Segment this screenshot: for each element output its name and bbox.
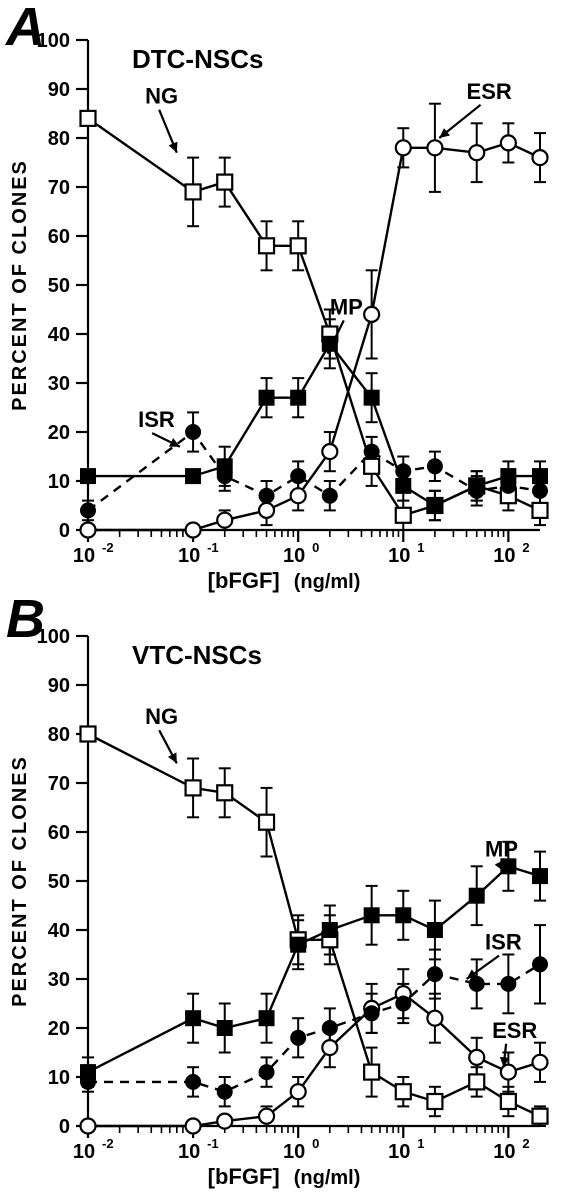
series-label-ng: NG <box>145 704 178 729</box>
svg-text:0: 0 <box>312 540 319 555</box>
series-label-isr: ISR <box>485 930 522 955</box>
svg-text:30: 30 <box>48 969 70 991</box>
svg-text:80: 80 <box>48 724 70 746</box>
svg-text:10: 10 <box>48 1067 70 1089</box>
svg-text:10: 10 <box>493 1141 515 1163</box>
svg-text:60: 60 <box>48 822 70 844</box>
panel-title: VTC-NSCs <box>132 640 262 670</box>
svg-text:70: 70 <box>48 773 70 795</box>
figure-svg: 010203040506070809010010-210-1100101102P… <box>0 0 563 1199</box>
svg-text:10: 10 <box>283 545 305 567</box>
series-label-ng: NG <box>145 84 178 109</box>
svg-text:2: 2 <box>522 1136 529 1151</box>
series-label-mp: MP <box>485 837 518 862</box>
svg-text:20: 20 <box>48 422 70 444</box>
svg-text:0: 0 <box>312 1136 319 1151</box>
series-label-mp: MP <box>330 294 363 319</box>
svg-text:10: 10 <box>388 1141 410 1163</box>
svg-text:10: 10 <box>283 1141 305 1163</box>
x-axis-label: [bFGF](ng/ml) <box>208 1164 361 1189</box>
panel-panelB: 010203040506070809010010-210-1100101102P… <box>9 626 548 1189</box>
svg-text:80: 80 <box>48 128 70 150</box>
svg-text:10: 10 <box>178 545 200 567</box>
svg-text:50: 50 <box>48 871 70 893</box>
svg-text:10: 10 <box>73 1141 95 1163</box>
svg-text:1: 1 <box>417 540 424 555</box>
svg-text:0: 0 <box>59 1116 70 1138</box>
panel-title: DTC-NSCs <box>132 44 263 74</box>
svg-text:90: 90 <box>48 675 70 697</box>
svg-text:20: 20 <box>48 1018 70 1040</box>
svg-text:10: 10 <box>48 471 70 493</box>
svg-text:10: 10 <box>493 545 515 567</box>
svg-text:40: 40 <box>48 920 70 942</box>
svg-text:1: 1 <box>417 1136 424 1151</box>
svg-text:-2: -2 <box>102 540 114 555</box>
svg-text:60: 60 <box>48 226 70 248</box>
x-axis-label: [bFGF](ng/ml) <box>208 568 361 593</box>
svg-text:-1: -1 <box>207 1136 219 1151</box>
svg-text:10: 10 <box>73 545 95 567</box>
svg-text:30: 30 <box>48 373 70 395</box>
panel-panelA: 010203040506070809010010-210-1100101102P… <box>9 30 548 593</box>
svg-text:10: 10 <box>178 1141 200 1163</box>
svg-text:0: 0 <box>59 520 70 542</box>
y-axis-label: PERCENT OF CLONES <box>9 755 31 1007</box>
svg-text:-1: -1 <box>207 540 219 555</box>
panel-letter-b: B <box>6 588 45 650</box>
svg-text:10: 10 <box>388 545 410 567</box>
svg-text:2: 2 <box>522 540 529 555</box>
panel-letter-a: A <box>6 0 45 58</box>
series-label-esr: ESR <box>492 1018 537 1043</box>
series-line-ng <box>88 118 540 515</box>
series-label-isr: ISR <box>138 407 175 432</box>
series-label-esr: ESR <box>467 79 512 104</box>
svg-text:90: 90 <box>48 79 70 101</box>
svg-text:50: 50 <box>48 275 70 297</box>
y-axis-label: PERCENT OF CLONES <box>9 159 31 411</box>
svg-text:70: 70 <box>48 177 70 199</box>
svg-text:40: 40 <box>48 324 70 346</box>
svg-text:-2: -2 <box>102 1136 114 1151</box>
